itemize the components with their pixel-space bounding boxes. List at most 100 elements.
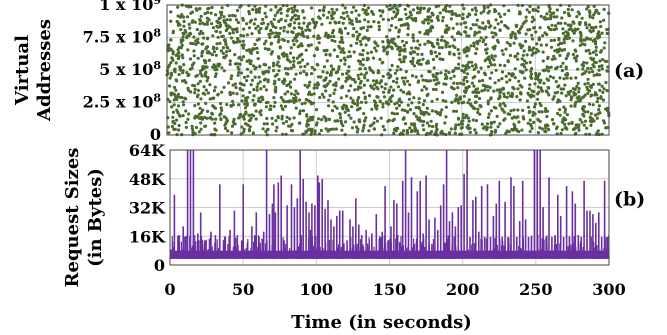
scatter-point [567,36,572,40]
scatter-point [463,30,467,34]
scatter-point [289,18,293,22]
scatter-point [201,21,205,25]
scatter-point [169,61,173,65]
scatter-point [389,99,393,103]
scatter-point [576,67,580,71]
scatter-point [291,63,296,67]
scatter-point [564,94,568,98]
scatter-point [392,117,396,121]
scatter-point [342,56,346,60]
scatter-point [506,91,510,95]
scatter-point [174,118,179,122]
scatter-point [168,47,173,51]
scatter-point [441,8,446,12]
scatter-point [265,25,269,30]
scatter-point [588,11,592,15]
scatter-point [518,98,522,102]
scatter-point [537,36,541,40]
scatter-point [234,18,239,22]
scatter-point [250,48,254,52]
scatter-point [397,103,401,108]
scatter-point [242,27,246,31]
scatter-point [489,121,493,125]
scatter-point [357,77,361,81]
scatter-point [230,124,234,128]
scatter-point [363,18,367,22]
scatter-point [454,66,458,70]
scatter-point [366,78,370,82]
scatter-point [536,131,541,135]
scatter-point [444,115,448,119]
scatter-point [498,95,502,99]
scatter-point [436,38,440,42]
scatter-point [494,128,498,132]
scatter-point [513,76,517,80]
scatter-point [421,123,425,127]
scatter-point [584,49,588,53]
scatter-point [292,100,296,104]
scatter-point [358,59,363,64]
scatter-point [176,51,180,56]
scatter-point [581,64,586,68]
scatter-point [296,92,300,96]
scatter-point [211,65,215,69]
scatter-point [316,81,320,85]
scatter-point [444,9,448,13]
scatter-point [347,17,352,21]
scatter-point [301,9,305,13]
scatter-point [199,29,203,33]
scatter-point [505,41,509,45]
scatter-point [268,35,272,39]
scatter-point [521,22,525,26]
scatter-point [171,110,175,114]
scatter-point [536,92,540,96]
scatter-point [315,46,319,50]
scatter-point [562,37,566,42]
scatter-point [463,21,467,25]
scatter-point [593,113,598,117]
scatter-point [291,30,295,35]
scatter-point [535,47,539,51]
scatter-point [586,77,590,81]
scatter-point [579,31,583,36]
scatter-point [266,78,270,82]
scatter-point [556,21,560,25]
scatter-point [302,16,306,20]
scatter-point [183,96,187,100]
scatter-point [358,52,362,56]
scatter-point [490,54,494,58]
scatter-point [325,59,329,63]
scatter-point [511,30,515,34]
scatter-point [273,13,277,18]
scatter-point [503,64,507,68]
scatter-point [350,10,354,14]
scatter-point [527,105,531,109]
scatter-point [221,46,225,50]
scatter-point [525,99,530,103]
scatter-point [231,103,235,107]
scatter-point [274,119,278,123]
scatter-point [569,95,574,99]
scatter-point [595,93,599,97]
scatter-point [285,14,289,18]
scatter-point [266,22,270,26]
scatter-point [231,120,235,124]
scatter-point [552,11,556,15]
scatter-point [226,24,230,28]
scatter-point [333,39,337,43]
scatter-point [592,13,596,17]
scatter-point [208,97,212,101]
scatter-point [213,121,217,125]
scatter-point [415,129,419,133]
scatter-point [385,52,389,56]
scatter-point [272,61,276,65]
scatter-point [355,19,359,24]
scatter-point [420,52,424,57]
scatter-point [563,34,567,39]
scatter-point [514,24,518,28]
scatter-point [577,95,581,99]
scatter-point [194,74,198,78]
scatter-point [393,42,397,46]
scatter-point [567,122,571,126]
